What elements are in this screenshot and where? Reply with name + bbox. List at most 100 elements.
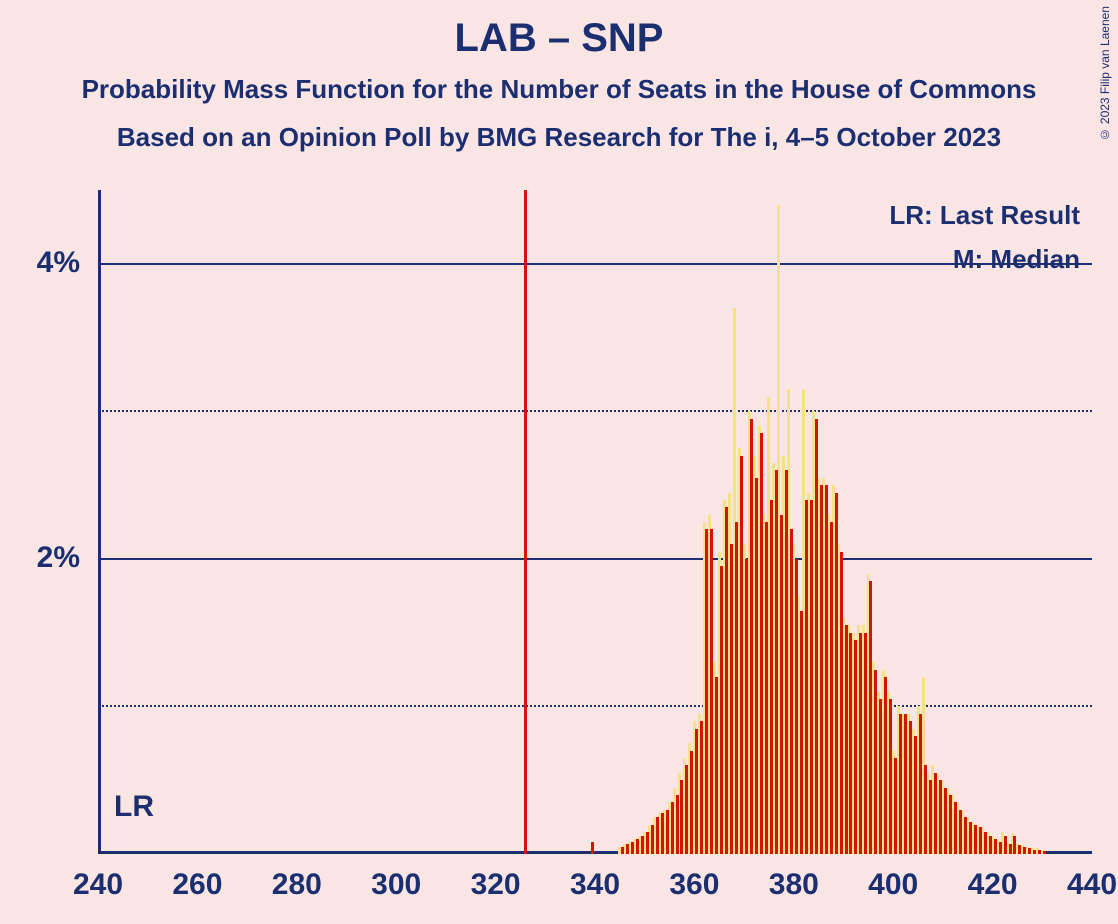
pmf-bar [894,758,897,854]
pmf-bar [1043,851,1046,854]
pmf-bar [825,485,828,854]
pmf-bar [715,677,718,854]
pmf-bar [810,500,813,854]
pmf-bar [1023,847,1026,854]
pmf-bar [889,699,892,854]
pmf-bar [800,611,803,854]
pmf-bar [760,433,763,854]
pmf-bar [790,529,793,854]
pmf-bar [820,485,823,854]
pmf-bar [869,581,872,854]
pmf-bar [666,810,669,854]
pmf-bar [621,847,624,854]
pmf-bar [954,802,957,854]
pmf-bar [904,714,907,854]
pmf-bar [725,507,728,854]
legend-last-result: LR: Last Result [889,200,1080,231]
pmf-bar [646,832,649,854]
pmf-bar [1033,850,1036,854]
pmf-bar [909,721,912,854]
pmf-bar [1038,850,1041,854]
pmf-bar [1009,844,1012,854]
pmf-bar [964,817,967,854]
pmf-bar [750,419,753,854]
chart-subtitle-1: Probability Mass Function for the Number… [0,74,1118,105]
x-tick-label: 240 [73,868,123,902]
pmf-bar [705,529,708,854]
pmf-bar [924,765,927,854]
pmf-bar [636,839,639,854]
pmf-bar [845,625,848,854]
pmf-bar [775,470,778,854]
pmf-bar [695,729,698,854]
pmf-bar [755,478,758,854]
pmf-bar [919,714,922,854]
pmf-bar [1013,836,1016,854]
pmf-bar [929,780,932,854]
pmf-bar [685,765,688,854]
pmf-bar [934,773,937,854]
pmf-bar [730,544,733,854]
pmf-bar [641,836,644,854]
x-tick-label: 440 [1067,868,1117,902]
pmf-bar [989,836,992,854]
pmf-bar [979,827,982,854]
pmf-bar [631,842,634,854]
pmf-bar [805,500,808,854]
pmf-bar [864,633,867,854]
pmf-bar [745,559,748,854]
x-tick-label: 260 [172,868,222,902]
pmf-bar [879,699,882,854]
pmf-bar [994,839,997,854]
pmf-bar [626,844,629,854]
pmf-bar [939,780,942,854]
y-tick-label: 4% [10,246,80,280]
pmf-bar [591,842,594,854]
pmf-bar [859,633,862,854]
pmf-bar [1028,848,1031,854]
pmf-bar [874,670,877,854]
pmf-bar [984,832,987,854]
legend-median: M: Median [953,244,1080,275]
x-tick-label: 280 [272,868,322,902]
pmf-bar [854,640,857,854]
pmf-bar [680,780,683,854]
x-tick-label: 340 [570,868,620,902]
pmf-bar [1004,836,1007,854]
pmf-bar [815,419,818,854]
x-tick-label: 300 [371,868,421,902]
pmf-bar [676,795,679,854]
x-tick-label: 320 [471,868,521,902]
pmf-bar [651,825,654,855]
pmf-bar [830,522,833,854]
copyright-text: © 2023 Filip van Laenen [1098,6,1112,141]
chart-plot-area [98,190,1092,854]
x-tick-label: 360 [669,868,719,902]
pmf-bar [835,493,838,855]
pmf-bar [849,633,852,854]
pmf-bar [914,736,917,854]
lr-label: LR [114,790,154,824]
x-tick-label: 380 [769,868,819,902]
pmf-bar [785,470,788,854]
pmf-bar [656,817,659,854]
x-tick-label: 400 [868,868,918,902]
pmf-bar [949,795,952,854]
pmf-bar [1018,845,1021,854]
pmf-bar [765,522,768,854]
pmf-bar [661,813,664,854]
pmf-bar [720,566,723,854]
chart-subtitle-2: Based on an Opinion Poll by BMG Research… [0,122,1118,153]
chart-title: LAB – SNP [0,16,1118,61]
pmf-bar [944,788,947,854]
pmf-bar [969,822,972,854]
pmf-bar [770,500,773,854]
pmf-bar [740,456,743,854]
pmf-bar [974,825,977,855]
pmf-bar [840,552,843,854]
y-tick-label: 2% [10,541,80,575]
pmf-bar [710,529,713,854]
pmf-bar [780,515,783,854]
pmf-bar [999,842,1002,854]
pmf-bar [795,559,798,854]
